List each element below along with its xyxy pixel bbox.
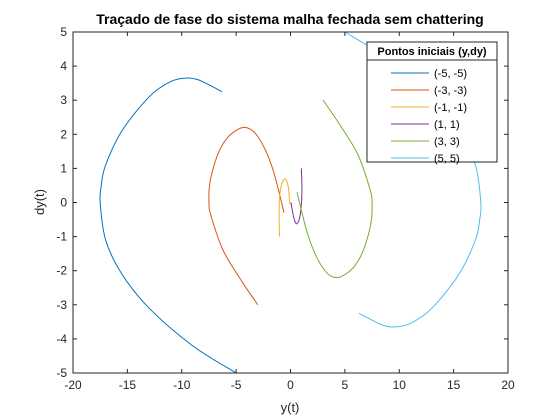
legend-box [366,41,498,163]
legend-label-3: (-1, -1) [434,102,467,114]
legend-label-6: (5, 5) [434,153,460,165]
x-tick-label: -10 [173,378,191,392]
y-tick-label: 2 [60,127,67,141]
legend-label-2: (-3, -3) [434,85,467,97]
y-axis-label: dy(t) [32,189,47,215]
y-tick-label: -2 [56,264,67,278]
chart-title: Traçado de fase do sistema malha fechada… [96,11,483,27]
series-line-5 [296,99,373,279]
series-line-2 [208,126,285,306]
x-tick-label: 15 [447,378,461,392]
y-tick-label: 5 [60,25,67,39]
y-tick-label: -4 [56,332,67,346]
y-tick-label: -1 [56,230,67,244]
x-axis-label: y(t) [281,400,300,415]
x-tick-label: 10 [393,378,407,392]
y-tick-label: 4 [60,59,67,73]
legend-label-4: (1, 1) [434,119,460,131]
x-tick-label: 20 [501,378,515,392]
series-line-3 [278,178,291,237]
series-layer [99,32,482,373]
y-tick-label: 3 [60,93,67,107]
y-tick-label: 0 [60,196,67,210]
y-tick-label: 1 [60,161,67,175]
x-tick-label: 0 [287,378,294,392]
x-tick-label: 5 [342,378,349,392]
legend-entries: (-5, -5) (-3, -3) (-1, -1) (1, 1) (3, 3) (5, … [391,68,467,165]
x-tick-label: -5 [231,378,242,392]
y-tick-label: -3 [56,298,67,312]
x-tick-label: -15 [119,378,137,392]
legend-title: Pontos iniciais (y,dy) [377,46,487,58]
series-line-1 [99,77,237,373]
x-tick-label: -20 [64,378,82,392]
series-line-4 [290,168,303,225]
y-tick-label: -5 [56,366,67,380]
legend-label-5: (3, 3) [434,136,460,148]
legend-label-1: (-5, -5) [434,68,467,80]
legend: Pontos iniciais (y,dy) (-5, -5)(-3, -3)(… [366,41,498,165]
